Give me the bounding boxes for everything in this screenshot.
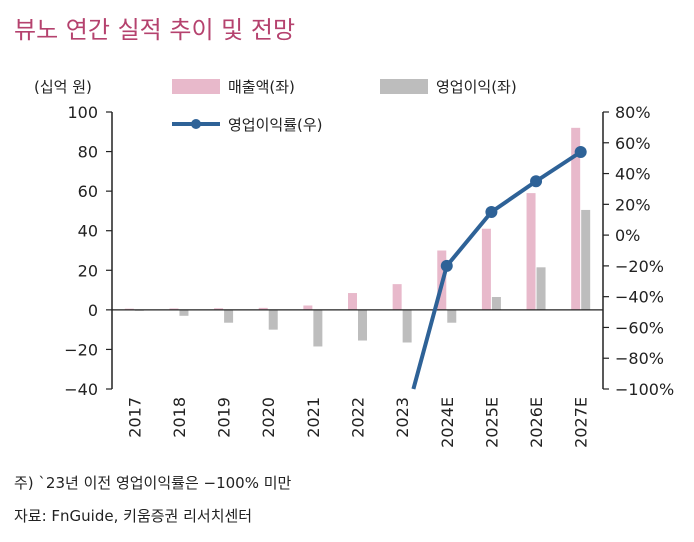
- x-tick-label: 2024E: [438, 397, 457, 448]
- chart-title: 뷰노 연간 실적 추이 및 전망: [14, 16, 296, 44]
- left-tick-label: 80: [78, 143, 98, 162]
- bar-sales: [526, 193, 536, 310]
- x-tick-label: 2026E: [527, 397, 546, 448]
- left-tick-label: 40: [78, 222, 98, 241]
- right-tick-label: −20%: [615, 257, 664, 276]
- footnote-note: 주) `23년 이전 영업이익률은 −100% 미만: [14, 474, 292, 492]
- bar-op-profit: [224, 309, 234, 323]
- x-axis-labels: 2017 2018 2019 2020 2021 2022 2023 2024E 2025E 20…: [125, 397, 590, 448]
- left-axis: −40 −20 0 20 40 60 80 100: [64, 103, 112, 399]
- right-tick-label: 40%: [615, 165, 651, 184]
- right-tick-label: 0%: [615, 226, 640, 245]
- x-tick-label: 2019: [215, 397, 234, 438]
- bar-op-profit: [581, 209, 591, 310]
- right-tick-label: −40%: [615, 288, 664, 307]
- bars: [124, 127, 591, 347]
- x-tick-label: 2023: [393, 397, 412, 438]
- x-tick-label: 2022: [349, 397, 368, 438]
- x-tick-label: 2020: [259, 397, 278, 438]
- left-tick-label: −40: [64, 380, 98, 399]
- unit-label: (십억 원): [34, 78, 92, 96]
- right-axis: −100% −80% −60% −40% −20% 0% 20% 40% 60% 80%: [603, 103, 674, 399]
- right-tick-label: −60%: [615, 318, 664, 337]
- bar-sales: [169, 308, 179, 310]
- bar-sales: [348, 293, 357, 310]
- bar-sales: [258, 307, 268, 310]
- legend-swatch-sales: [172, 79, 220, 94]
- right-tick-label: 80%: [615, 103, 651, 122]
- x-tick-label: 2018: [170, 397, 189, 438]
- left-tick-label: 20: [78, 261, 98, 280]
- op-margin-point: [440, 259, 453, 272]
- right-tick-label: 60%: [615, 134, 651, 153]
- bar-sales: [392, 284, 402, 310]
- bar-sales: [214, 308, 224, 310]
- bar-op-profit: [358, 309, 367, 341]
- bar-op-profit: [179, 309, 189, 316]
- chart-svg: 매출액(좌) 영업이익(좌) 영업이익률(우) (십억 원) −40 −20 0 20…: [34, 78, 674, 448]
- legend-swatch-op-profit: [380, 79, 428, 94]
- bar-op-profit: [447, 309, 457, 323]
- left-tick-label: 0: [88, 301, 98, 320]
- left-tick-label: 60: [78, 182, 98, 201]
- left-tick-label: −20: [64, 340, 98, 359]
- legend-label-op-profit: 영업이익(좌): [436, 78, 517, 96]
- op-margin-point: [574, 146, 587, 159]
- bar-op-profit: [402, 309, 412, 343]
- bar-sales: [481, 228, 491, 310]
- bar-sales: [571, 127, 581, 310]
- legend-label-sales: 매출액(좌): [228, 78, 295, 96]
- bar-op-profit: [268, 309, 278, 330]
- bar-op-profit: [536, 267, 546, 310]
- bar-op-profit: [313, 309, 323, 347]
- x-tick-label: 2027E: [572, 397, 591, 448]
- op-margin-line: [411, 146, 587, 390]
- left-tick-label: 100: [67, 103, 98, 122]
- right-tick-label: −100%: [615, 380, 674, 399]
- legend: 매출액(좌) 영업이익(좌) 영업이익률(우): [172, 78, 517, 134]
- op-margin-point: [485, 206, 498, 219]
- x-tick-label: 2025E: [482, 397, 501, 448]
- footnote-source: 자료: FnGuide, 키움증권 리서치센터: [14, 507, 253, 525]
- x-tick-label: 2021: [304, 397, 323, 438]
- legend-label-op-margin: 영업이익률(우): [228, 116, 323, 134]
- op-margin-point: [530, 175, 543, 188]
- right-tick-label: −80%: [615, 349, 664, 368]
- bar-op-profit: [491, 296, 501, 310]
- right-tick-label: 20%: [615, 195, 651, 214]
- bar-sales: [303, 305, 313, 310]
- x-tick-label: 2017: [125, 397, 144, 438]
